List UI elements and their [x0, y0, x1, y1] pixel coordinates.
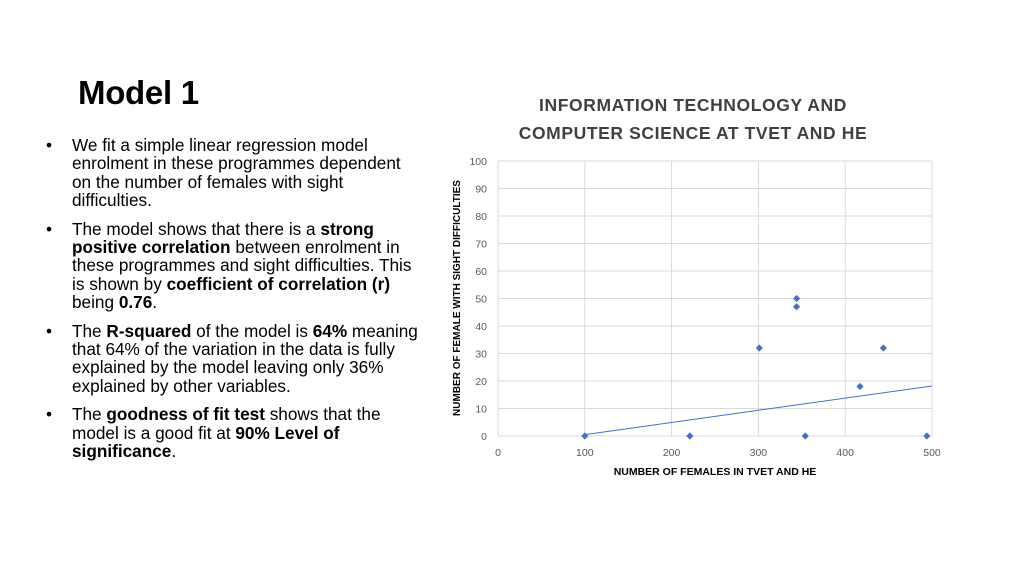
y-tick-label: 90: [475, 184, 487, 196]
chart-title-line: COMPUTER SCIENCE AT TVET AND HE: [519, 123, 868, 143]
x-tick-label: 300: [750, 447, 768, 459]
trendline-layer: [584, 385, 933, 436]
bullet-text: .: [171, 441, 177, 462]
bullet-text: The model shows that there is a: [72, 218, 321, 239]
x-tick-label: 0: [495, 447, 501, 459]
bullet-bold-text: 90% Level of significance: [72, 422, 340, 462]
x-axis-label: NUMBER OF FEMALES IN TVET AND HE: [614, 466, 817, 478]
data-point: [792, 303, 801, 311]
gridlines: [497, 160, 933, 437]
bullet-bold-text: strong positive correlation: [72, 218, 374, 258]
bullet-item: The goodness of fit test shows that the …: [46, 405, 418, 460]
data-point: [801, 432, 809, 440]
bullet-text: of the model is: [191, 320, 313, 341]
x-tick-label: 500: [923, 447, 941, 459]
bullet-text: The: [72, 404, 107, 425]
bullet-bold-text: R-squared: [106, 320, 192, 341]
bullet-bold-text: goodness of fit test: [106, 404, 265, 425]
data-points: [581, 294, 931, 440]
y-tick-labels: 0 10 20 30 40 50 60 70 80 90 100: [469, 156, 487, 443]
y-tick-label: 50: [475, 294, 487, 306]
x-tick-labels: 0 100 200 300 400 500: [495, 447, 941, 459]
bullet-item: We fit a simple linear regression model …: [46, 136, 418, 210]
chart-title-line: INFORMATION TECHNOLOGY AND: [539, 95, 847, 115]
x-tick-label: 100: [576, 447, 594, 459]
y-tick-label: 30: [475, 349, 487, 361]
y-tick-label: 80: [475, 211, 487, 223]
trendline: [584, 385, 933, 436]
y-axis-label: NUMBER OF FEMALE WITH SIGHT DIFFICULTIES: [452, 180, 463, 416]
chart-title: INFORMATION TECHNOLOGY AND COMPUTER SCIEN…: [519, 95, 868, 143]
bullet-text: We fit a simple linear regression model …: [72, 135, 401, 211]
y-tick-label: 40: [475, 321, 487, 333]
bullet-item: The model shows that there is a strong p…: [46, 218, 418, 313]
bullet-text: The: [72, 320, 107, 341]
y-tick-label: 0: [481, 431, 487, 443]
data-point: [686, 432, 694, 440]
data-point: [581, 432, 589, 440]
scatter-chart: INFORMATION TECHNOLOGY AND COMPUTER SCIEN…: [452, 95, 941, 478]
bullet-text: being: [72, 292, 119, 313]
data-point: [792, 294, 801, 303]
data-point: [856, 382, 864, 391]
bullet-text: meaning that 64% of the variation in the…: [72, 320, 418, 396]
slide-title: Model 1: [78, 74, 199, 111]
data-point: [923, 432, 931, 440]
bullet-text: .: [152, 292, 158, 313]
x-tick-label: 400: [836, 447, 854, 459]
bullet-bold-text: 64%: [312, 320, 348, 341]
bullet-text: between enrolment in these programmes an…: [72, 237, 412, 294]
data-point: [879, 344, 887, 352]
y-tick-label: 10: [475, 404, 487, 416]
bullet-text: shows that the model is a good fit at: [72, 404, 381, 443]
x-tick-label: 200: [663, 447, 681, 459]
data-point: [755, 344, 763, 352]
bullet-list: We fit a simple linear regression model …: [46, 136, 418, 471]
bullet-item: The R-squared of the model is 64% meanin…: [46, 320, 418, 396]
bullet-bold-text: 0.76: [118, 292, 153, 313]
y-tick-label: 100: [469, 156, 487, 168]
y-tick-label: 70: [475, 239, 487, 251]
y-tick-label: 60: [475, 266, 487, 278]
bullet-bold-text: coefficient of correlation (r): [166, 273, 391, 294]
y-tick-label: 20: [475, 376, 487, 388]
